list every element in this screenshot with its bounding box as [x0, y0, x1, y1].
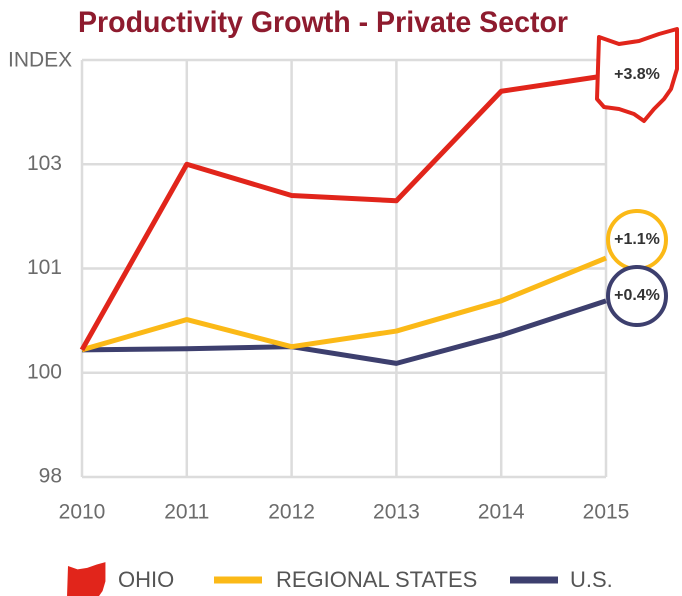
y-tick-label: 98 [39, 465, 62, 488]
legend: OHIO REGIONAL STATES U.S. [67, 562, 613, 596]
x-tick-label: 2013 [373, 501, 420, 524]
end-label: +1.1% [614, 231, 660, 248]
end-labels: +3.8% +1.1% +0.4% [595, 27, 679, 327]
lines [79, 73, 607, 366]
legend-label: OHIO [118, 567, 174, 592]
y-tick-label: 100 [27, 360, 62, 383]
x-tick-label: 2015 [583, 501, 630, 524]
series-line [81, 255, 607, 353]
legend-label: REGIONAL STATES [276, 567, 477, 592]
chart-title: Productivity Growth - Private Sector [78, 6, 568, 39]
series-line [81, 298, 607, 366]
grid: 98 100 101 103 2010 2011 2012 2013 2014 2015 [27, 58, 630, 524]
ohio-outline [595, 27, 679, 123]
legend-label: U.S. [570, 567, 613, 592]
y-tick-label: 103 [27, 152, 62, 175]
series-line [79, 73, 607, 352]
x-tick-label: 2012 [268, 501, 315, 524]
legend-swatch [67, 562, 106, 596]
y-axis-label: INDEX [8, 49, 72, 72]
x-tick-label: 2010 [59, 501, 106, 524]
end-label: +0.4% [614, 287, 660, 304]
end-circle [606, 265, 668, 327]
x-tick-label: 2011 [164, 501, 209, 524]
y-tick-label: 101 [27, 256, 62, 279]
end-label: +3.8% [614, 66, 660, 83]
x-tick-label: 2014 [478, 501, 525, 524]
